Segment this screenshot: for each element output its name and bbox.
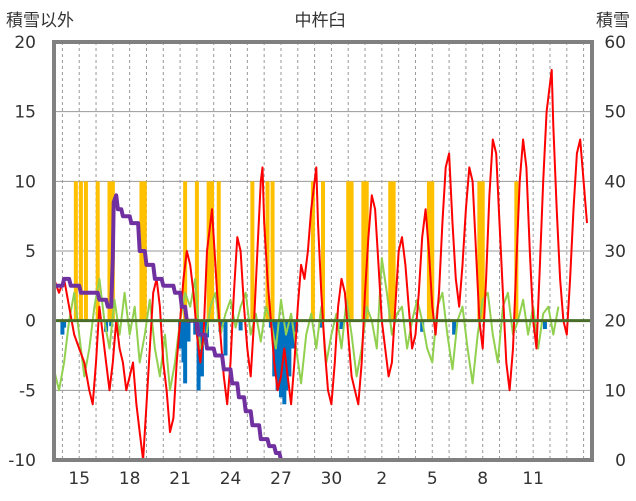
precipitation-bar — [271, 181, 275, 320]
right-tick-label: 60 — [604, 33, 626, 53]
x-tick-label: 27 — [270, 469, 292, 489]
x-axis-ticks: 15 18 21 24 27 30 2 5 8 11 — [68, 469, 544, 489]
temperature-line — [54, 70, 587, 460]
right-tick-label: 0 — [615, 451, 626, 471]
right-tick-label: 40 — [604, 172, 626, 192]
x-tick-label: 5 — [427, 469, 438, 489]
left-tick-label: 10 — [14, 172, 36, 192]
precipitation-bar — [79, 181, 83, 320]
right-axis-ticks: 60 50 40 30 20 10 0 — [604, 33, 626, 471]
right-axis-label: 積雪 — [596, 11, 630, 31]
left-tick-label: 20 — [14, 33, 36, 53]
x-tick-label: 8 — [477, 469, 488, 489]
left-tick-label: 5 — [25, 242, 36, 262]
right-tick-label: 50 — [604, 103, 626, 123]
right-tick-label: 10 — [604, 381, 626, 401]
left-tick-label: -10 — [8, 451, 36, 471]
x-tick-label: 11 — [522, 469, 544, 489]
left-axis-ticks: 20 15 10 5 0 -5 -10 — [8, 33, 36, 471]
x-tick-label: 30 — [321, 469, 343, 489]
right-tick-label: 30 — [604, 242, 626, 262]
precipitation-bar — [350, 181, 354, 320]
chart-title: 中杵臼 — [295, 11, 346, 31]
left-tick-label: -5 — [19, 381, 36, 401]
series-layer — [54, 70, 592, 460]
right-tick-label: 20 — [604, 312, 626, 332]
x-tick-label: 15 — [68, 469, 90, 489]
precipitation-bar — [84, 181, 88, 320]
x-tick-label: 18 — [119, 469, 141, 489]
x-tick-label: 2 — [376, 469, 387, 489]
left-axis-label: 積雪以外 — [6, 11, 74, 31]
negative_bar-bar — [223, 321, 227, 356]
left-tick-label: 15 — [14, 103, 36, 123]
x-tick-label: 21 — [169, 469, 191, 489]
negative_bar-bar — [187, 321, 191, 342]
precipitation-bar — [250, 181, 254, 320]
left-tick-label: 0 — [25, 312, 36, 332]
x-tick-label: 24 — [220, 469, 242, 489]
